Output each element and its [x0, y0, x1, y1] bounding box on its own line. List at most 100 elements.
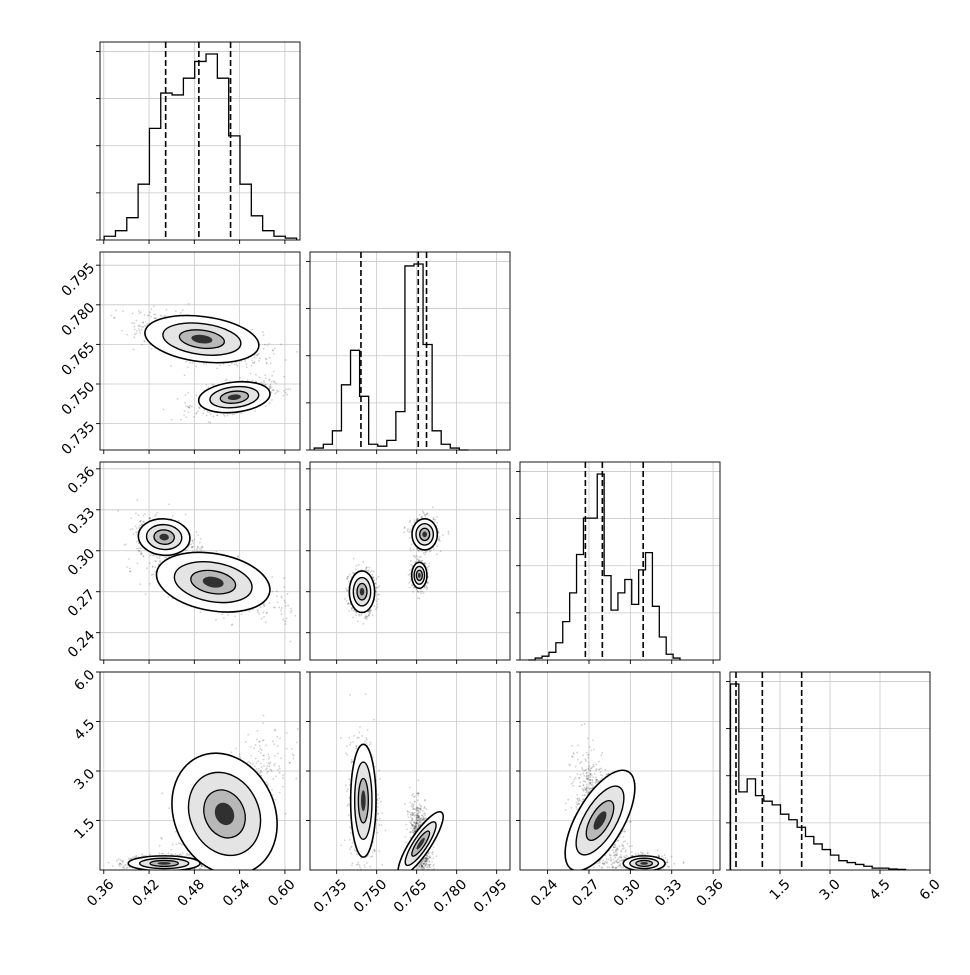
sample-point	[302, 601, 304, 603]
sample-point	[283, 376, 285, 378]
sample-point	[269, 357, 271, 359]
sample-point	[138, 550, 140, 552]
sample-point	[136, 527, 138, 529]
sample-point	[231, 624, 233, 626]
sample-point	[429, 551, 431, 553]
sample-point	[346, 600, 348, 602]
sample-point	[286, 617, 288, 619]
sample-point	[208, 421, 210, 423]
sample-point	[142, 321, 144, 323]
sample-point	[129, 571, 131, 573]
sample-point	[275, 382, 277, 384]
sample-point	[163, 409, 165, 411]
sample-point	[351, 607, 353, 609]
sample-point	[150, 554, 152, 556]
sample-point	[161, 315, 163, 317]
sample-point	[182, 309, 184, 311]
sample-point	[427, 581, 429, 583]
sample-point	[188, 303, 190, 305]
sample-point	[362, 623, 364, 625]
sample-point	[436, 553, 438, 555]
sample-point	[426, 586, 428, 588]
sample-point	[263, 605, 265, 607]
sample-point	[368, 569, 370, 571]
sample-point	[113, 317, 115, 319]
sample-point	[144, 513, 146, 515]
sample-point	[259, 357, 261, 359]
sample-point	[358, 564, 360, 566]
sample-point	[255, 374, 257, 376]
sample-point	[190, 543, 192, 545]
sample-point	[184, 410, 186, 412]
sample-point	[197, 546, 199, 548]
sample-point	[260, 382, 262, 384]
sample-point	[408, 582, 410, 584]
sample-point	[428, 563, 430, 565]
sample-point	[135, 320, 137, 322]
sample-point	[259, 377, 261, 379]
sample-point	[151, 348, 153, 350]
sample-point	[177, 398, 179, 400]
sample-point	[153, 306, 155, 308]
sample-point	[203, 412, 205, 414]
sample-point	[200, 611, 202, 613]
sample-point	[165, 557, 167, 559]
sample-point	[285, 359, 287, 361]
sample-point	[135, 512, 137, 514]
sample-point	[366, 616, 368, 618]
sample-point	[232, 413, 234, 415]
sample-point	[171, 419, 173, 421]
sample-point	[121, 330, 123, 332]
sample-point	[188, 406, 190, 408]
sample-point	[273, 389, 275, 391]
sample-point	[189, 405, 191, 407]
sample-point	[280, 609, 282, 611]
sample-point	[252, 379, 254, 381]
sample-point	[433, 518, 435, 520]
sample-point	[269, 403, 271, 405]
sample-point	[423, 592, 425, 594]
sample-point	[132, 533, 134, 535]
sample-point	[199, 542, 201, 544]
sample-point	[424, 554, 426, 556]
sample-point	[280, 343, 282, 345]
sample-point	[143, 515, 145, 517]
sample-point	[251, 365, 253, 367]
sample-point	[420, 592, 422, 594]
sample-point	[168, 503, 170, 505]
sample-point	[369, 612, 371, 614]
sample-point	[110, 315, 112, 317]
sample-point	[221, 613, 223, 615]
sample-point	[376, 600, 378, 602]
sample-point	[285, 620, 287, 622]
sample-point	[144, 325, 146, 327]
sample-point	[126, 334, 128, 336]
sample-point	[167, 596, 169, 598]
sample-point	[296, 351, 298, 353]
sample-point	[125, 543, 127, 545]
sample-point	[239, 377, 241, 379]
joint-panel-p0-p1	[96, 303, 298, 424]
sample-point	[414, 519, 416, 521]
sample-point	[374, 605, 376, 607]
sample-point	[197, 410, 199, 412]
sample-point	[285, 605, 287, 607]
sample-point	[141, 329, 143, 331]
sample-point	[163, 315, 165, 317]
sample-point	[135, 525, 137, 527]
sample-point	[154, 560, 156, 562]
sample-point	[281, 607, 283, 609]
sample-point	[266, 612, 268, 614]
sample-point	[134, 329, 136, 331]
sample-point	[139, 524, 141, 526]
sample-point	[347, 603, 349, 605]
sample-point	[196, 531, 198, 533]
sample-point	[215, 551, 217, 553]
sample-point	[234, 363, 236, 365]
sample-point	[145, 593, 147, 595]
sample-point	[352, 616, 354, 618]
sample-point	[138, 310, 140, 312]
sample-point	[283, 395, 285, 397]
sample-point	[278, 606, 280, 608]
sample-point	[422, 590, 424, 592]
